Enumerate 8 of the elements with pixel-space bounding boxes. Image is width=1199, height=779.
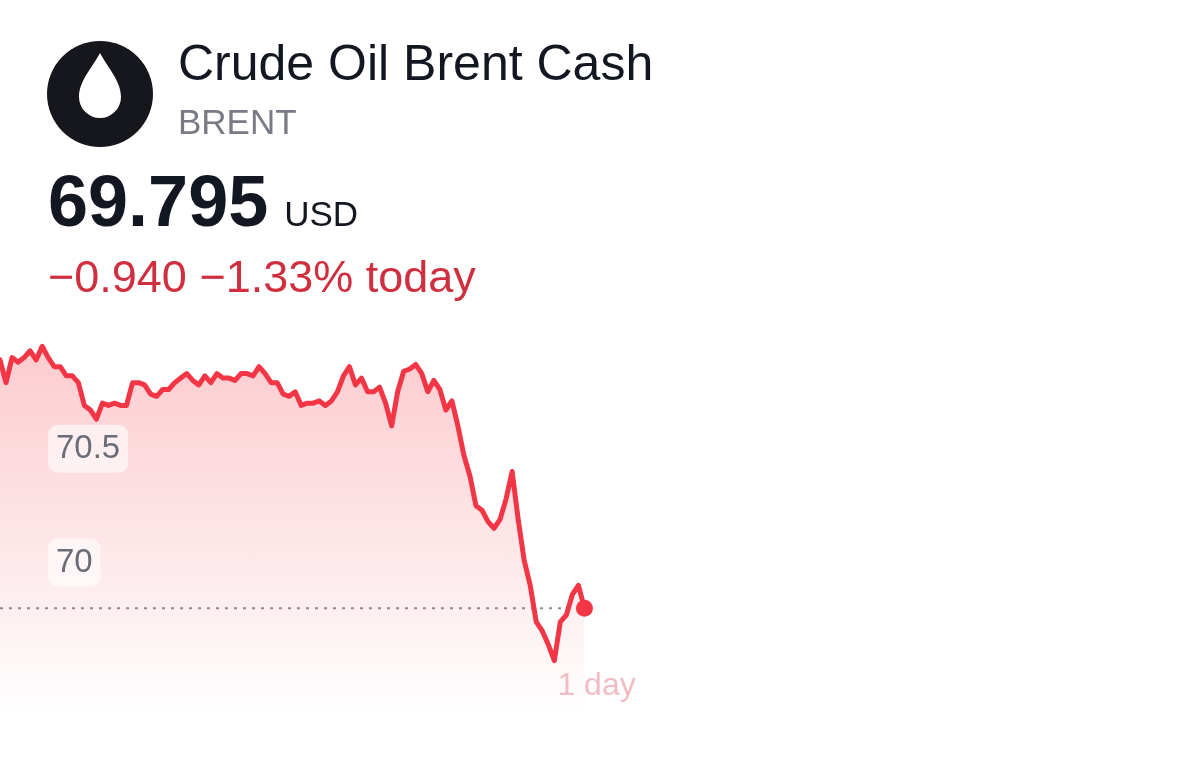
annotation: USD bbox=[284, 194, 359, 233]
annotation: 69.795 bbox=[48, 161, 269, 241]
y-tick-label: 70 bbox=[56, 541, 93, 579]
annotation: −0.940 −1.33% today bbox=[48, 251, 476, 302]
y-tick-label: 70.5 bbox=[56, 427, 121, 465]
annotation: 1 day bbox=[557, 666, 636, 702]
text: Crude Oil Brent Cash bbox=[178, 35, 654, 91]
text: BRENT bbox=[178, 102, 297, 141]
